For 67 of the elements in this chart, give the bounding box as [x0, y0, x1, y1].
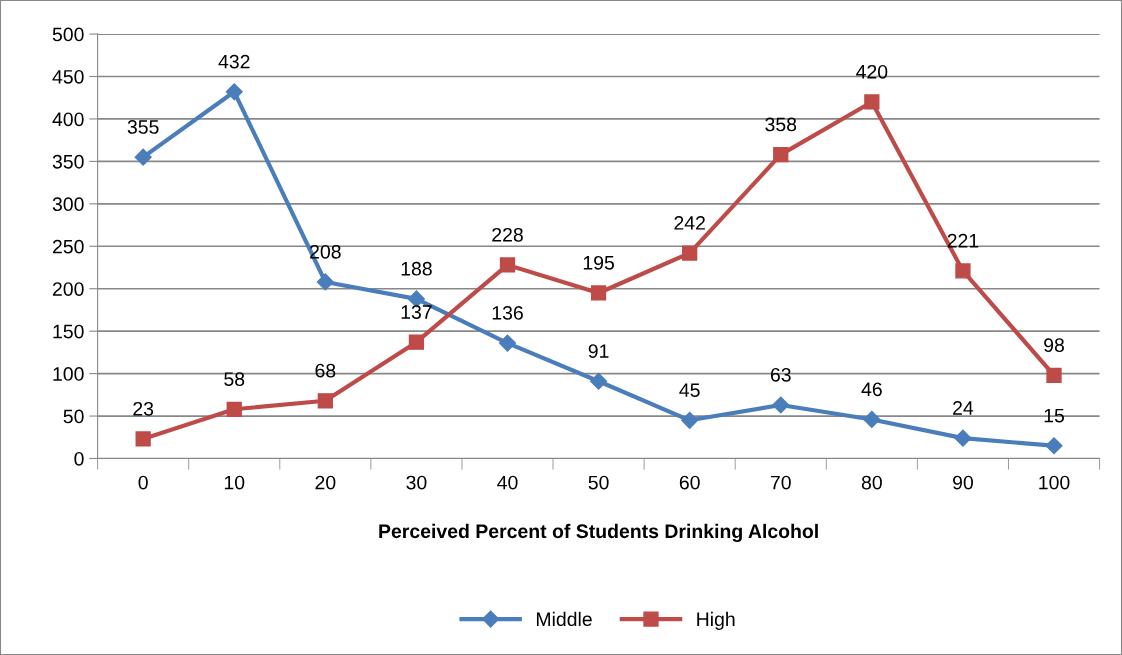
point [225, 83, 243, 101]
point [1046, 367, 1062, 383]
data-label: 15 [1044, 408, 1065, 423]
data-label: 221 [947, 233, 979, 248]
data-label: 58 [224, 372, 245, 386]
point [134, 148, 152, 166]
x-tick-label: 10 [224, 475, 245, 490]
x-tick-label: 30 [406, 475, 427, 490]
data-label: 68 [315, 363, 336, 378]
data-label: 228 [492, 227, 523, 242]
data-label: 432 [218, 54, 250, 69]
point [863, 410, 881, 429]
x-tick-label: 70 [770, 475, 791, 490]
y-tick-label: 0 [74, 451, 84, 466]
legend-label: High [697, 611, 735, 630]
point [408, 334, 425, 350]
data-label: 242 [674, 216, 705, 230]
y-tick-label: 400 [52, 112, 84, 127]
point [590, 372, 608, 390]
y-tick-label: 350 [52, 154, 84, 169]
y-tick-label: 250 [52, 239, 84, 254]
y-tick-label: 300 [52, 197, 84, 212]
y-tick-label: 100 [53, 367, 84, 381]
point [590, 285, 607, 301]
point [226, 401, 242, 417]
data-label: 45 [679, 383, 700, 398]
y-tick-label: 450 [52, 69, 84, 84]
point [954, 429, 972, 447]
point [499, 257, 516, 273]
data-label: 136 [492, 306, 523, 320]
point [498, 334, 517, 352]
point [1045, 437, 1063, 455]
data-label: 137 [401, 305, 432, 319]
point [772, 396, 790, 414]
point [316, 273, 334, 291]
data-label: 188 [401, 261, 432, 276]
point [317, 393, 333, 409]
x-tick-label: 100 [1039, 475, 1070, 490]
x-tick-label: 20 [315, 475, 336, 490]
x-tick-label: 80 [861, 475, 882, 490]
x-tick-label: 40 [497, 475, 518, 490]
x-tick-label: 60 [679, 475, 700, 490]
data-label: 355 [127, 120, 159, 134]
y-tick-label: 150 [53, 324, 84, 339]
data-label: 358 [765, 117, 797, 132]
point [955, 263, 971, 279]
data-label: 98 [1044, 338, 1064, 353]
point [864, 94, 880, 110]
point [135, 431, 151, 447]
point [682, 245, 698, 261]
point [681, 411, 699, 429]
data-label: 91 [588, 344, 609, 358]
data-label: 63 [770, 367, 791, 382]
data-label: 420 [856, 64, 888, 79]
x-tick-label: 90 [953, 475, 973, 490]
x-tick-label: 50 [588, 475, 609, 490]
data-label: 24 [953, 401, 974, 415]
point [773, 146, 789, 163]
data-label: 46 [861, 382, 882, 397]
x-axis-title: Perceived Percent of Students Drinking Alcohol [379, 523, 818, 543]
y-tick-label: 200 [52, 282, 84, 296]
y-tick-label: 500 [52, 27, 84, 42]
x-tick-label: 0 [138, 475, 148, 490]
legend-label: Middle [536, 611, 592, 627]
data-label: 23 [133, 401, 154, 416]
data-label: 195 [583, 255, 614, 270]
y-tick-label: 50 [63, 409, 84, 424]
